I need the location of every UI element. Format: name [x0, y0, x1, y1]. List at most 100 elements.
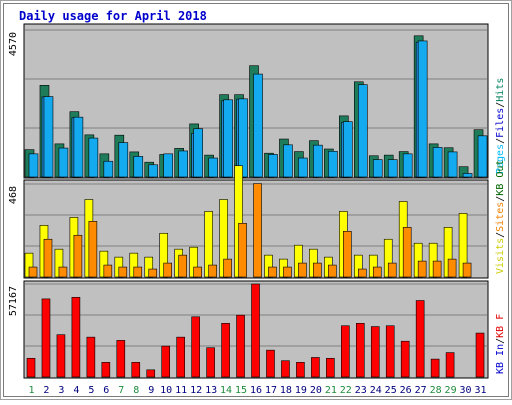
- bar-kb-in-day-21: [326, 357, 335, 378]
- side-label-separator: /: [495, 102, 506, 108]
- panel-bottom: 57167 KB In/KB F: [8, 280, 506, 379]
- bar-sites-day-29: [447, 258, 457, 278]
- bar-kb-in-day-27: [415, 300, 425, 378]
- bar-pages-day-19: [298, 157, 308, 178]
- day-label-23: 23: [355, 385, 367, 396]
- bar-pages-day-30: [462, 173, 473, 178]
- bar-kb-in-day-24: [370, 326, 380, 378]
- day-label-15: 15: [235, 385, 247, 396]
- day-label-7: 7: [118, 385, 124, 396]
- bar-sites-day-15: [238, 223, 247, 278]
- bar-kb-in-day-20: [311, 357, 320, 378]
- bar-kb-in-day-26: [400, 340, 410, 378]
- bar-sites-day-30: [462, 262, 472, 278]
- bar-kb-in-day-25: [385, 325, 395, 378]
- bar-pages-day-28: [432, 147, 443, 178]
- day-label-24: 24: [370, 385, 382, 396]
- bar-pages-day-23: [357, 84, 368, 178]
- day-label-16: 16: [250, 385, 262, 396]
- day-label-14: 14: [220, 385, 232, 396]
- bar-sites-day-13: [208, 264, 217, 278]
- bar-pages-day-27: [417, 40, 428, 178]
- bar-sites-day-23: [357, 268, 367, 278]
- bar-pages-day-2: [43, 96, 54, 178]
- bar-sites-day-7: [118, 266, 128, 278]
- day-label-2: 2: [43, 385, 49, 396]
- day-label-9: 9: [148, 385, 154, 396]
- bar-pages-day-5: [88, 137, 99, 178]
- bar-kb-in-day-9: [146, 369, 156, 378]
- bar-kb-in-day-15: [236, 314, 245, 378]
- bar-sites-day-1: [28, 266, 38, 278]
- bar-kb-in-day-12: [191, 316, 200, 378]
- bar-sites-day-4: [73, 234, 83, 278]
- day-label-22: 22: [340, 385, 352, 396]
- side-label-separator: /: [495, 196, 506, 202]
- day-label-31: 31: [474, 385, 486, 396]
- bar-sites-day-3: [58, 266, 68, 278]
- bar-sites-day-14: [223, 258, 232, 278]
- bar-sites-day-8: [133, 266, 143, 278]
- bar-pages-day-22: [343, 121, 353, 178]
- day-label-25: 25: [385, 385, 397, 396]
- bar-pages-day-1: [28, 153, 39, 178]
- bar-pages-day-9: [148, 164, 159, 178]
- bar-pages-day-25: [387, 159, 398, 178]
- bar-pages-day-18: [283, 144, 293, 178]
- bar-kb-in-day-23: [355, 323, 365, 378]
- chart-title: Daily usage for April 2018: [19, 9, 207, 23]
- bar-kb-in-day-31: [475, 332, 485, 378]
- day-label-8: 8: [133, 385, 139, 396]
- bar-sites-day-24: [372, 266, 382, 278]
- bar-pages-day-17: [268, 154, 278, 178]
- bar-kb-in-day-19: [296, 362, 305, 378]
- day-label-4: 4: [73, 385, 79, 396]
- bar-sites-day-22: [343, 230, 352, 278]
- bar-sites-day-18: [283, 266, 292, 278]
- bar-kb-in-day-5: [86, 336, 96, 378]
- day-label-19: 19: [295, 385, 307, 396]
- bar-sites-day-12: [193, 266, 202, 278]
- day-label-28: 28: [430, 385, 442, 396]
- day-label-1: 1: [28, 385, 34, 396]
- day-label-5: 5: [88, 385, 94, 396]
- bar-pages-day-29: [447, 151, 458, 178]
- day-labels-layer: 1 2 3 4 5 6 7 8 9 10 11 12 13 14 15 16 17 18 19 20 21 22 23 24 2…: [28, 385, 486, 396]
- bar-pages-day-20: [313, 144, 323, 178]
- bar-sites-day-6: [103, 264, 113, 278]
- side-label-visits: Visits: [495, 238, 506, 274]
- side-label-separator: /: [495, 338, 506, 344]
- bar-pages-day-11: [178, 150, 188, 178]
- bar-kb-in-day-3: [56, 334, 66, 378]
- bar-kb-in-day-1: [26, 357, 36, 378]
- bar-pages-day-3: [58, 147, 69, 178]
- bar-pages-day-13: [208, 157, 218, 178]
- bar-sites-day-17: [268, 266, 277, 278]
- bar-pages-day-24: [372, 159, 383, 178]
- bar-sites-day-28: [432, 260, 442, 278]
- bar-kb-in-day-6: [101, 362, 111, 378]
- side-label-files: Files: [495, 108, 506, 138]
- bar-sites-day-5: [88, 221, 98, 278]
- bar-pages-day-16: [253, 73, 263, 178]
- bar-sites-day-20: [313, 262, 322, 278]
- bar-sites-day-25: [387, 262, 397, 278]
- side-label-kb-f: KB F: [495, 314, 506, 338]
- panel-middle-scale-label: 468: [8, 186, 19, 204]
- bar-pages-day-26: [402, 153, 413, 178]
- bar-pages-day-6: [103, 160, 114, 178]
- bar-kb-in-day-14: [221, 323, 230, 378]
- day-label-12: 12: [190, 385, 202, 396]
- day-label-17: 17: [265, 385, 277, 396]
- bar-sites-day-11: [178, 254, 187, 278]
- panel-top-side-label: Pages/Files/Hits: [495, 78, 506, 174]
- bar-kb-in-day-16: [251, 283, 260, 378]
- bar-sites-day-21: [328, 264, 337, 278]
- day-label-3: 3: [58, 385, 64, 396]
- bar-pages-day-15: [238, 98, 248, 178]
- bar-sites-day-16: [253, 183, 262, 278]
